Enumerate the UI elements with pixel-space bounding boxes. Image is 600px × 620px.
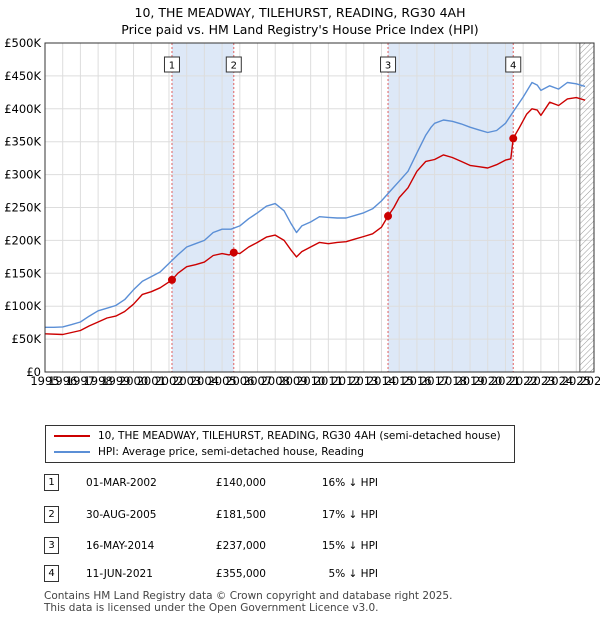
legend: 10, THE MEADWAY, TILEHURST, READING, RG3…: [45, 425, 515, 463]
sale-number-badge: 3: [44, 537, 59, 554]
sale-row: 1 01-MAR-2002 £140,000 16% ↓ HPI: [44, 474, 424, 492]
y-tick-label: £150K: [4, 266, 41, 280]
hpi-line: [45, 81, 586, 328]
sale-point: [167, 275, 176, 284]
x-tick-label: 2004: [190, 374, 219, 388]
x-tick-label: 2006: [225, 374, 254, 388]
x-tick-label: 2016: [402, 374, 431, 388]
sale-number-badge: 1: [44, 474, 59, 491]
sale-price: £355,000: [215, 568, 266, 580]
sale-marker-box: [380, 56, 397, 73]
y-tick-label: £400K: [4, 102, 41, 116]
x-tick-label: 1996: [48, 374, 77, 388]
y-tick-label: £450K: [4, 69, 41, 83]
sale-date: 16-MAY-2014: [86, 540, 155, 552]
x-tick-label: 2021: [491, 374, 520, 388]
sale-row: 3 16-MAY-2014 £237,000 15% ↓ HPI: [44, 537, 424, 555]
sale-date: 30-AUG-2005: [86, 509, 157, 521]
y-tick-label: £100K: [4, 299, 41, 313]
x-tick-label: 2017: [420, 374, 449, 388]
sale-number-badge: 4: [44, 565, 59, 582]
property-price-line: [44, 96, 586, 336]
sale-marker-label: 4: [510, 61, 516, 72]
price-chart: 1 2 3 4 £0 £50K £100K £150K £200K £250K £300K £350…: [4, 36, 600, 388]
x-tick-label: 2009: [278, 374, 307, 388]
y-tick-label: £300K: [4, 168, 41, 182]
sale-row: 2 30-AUG-2005 £181,500 17% ↓ HPI: [44, 506, 424, 524]
x-tick-label: 2005: [207, 374, 236, 388]
title-line-2: Price paid vs. HM Land Registry's House …: [121, 22, 479, 37]
y-tick-label: £500K: [4, 36, 41, 50]
sale-number-badge: 2: [44, 506, 59, 523]
x-tick-label: 1995: [30, 374, 59, 388]
chart-title: 10, THE MEADWAY, TILEHURST, READING, RG3…: [0, 4, 600, 38]
x-tick-label: 2007: [243, 374, 272, 388]
x-tick-label: 2014: [367, 374, 396, 388]
hatched-region: [579, 43, 594, 372]
sale-hpi-diff: 16% ↓ HPI: [321, 477, 378, 489]
x-tick-label: 2011: [314, 374, 343, 388]
x-tick-label: 1998: [83, 374, 112, 388]
legend-label-hpi: HPI: Average price, semi-detached house,…: [98, 446, 364, 458]
x-tick-label: 2020: [473, 374, 502, 388]
x-tick-label: 2024: [544, 374, 573, 388]
y-tick-label: £0: [26, 365, 41, 379]
sale-row: 4 11-JUN-2021 £355,000 5% ↓ HPI: [44, 565, 424, 583]
sale-price: £237,000: [215, 540, 266, 552]
x-tick-label: 2019: [455, 374, 484, 388]
title-line-1: 10, THE MEADWAY, TILEHURST, READING, RG3…: [134, 5, 466, 20]
x-tick-label: 2001: [137, 374, 166, 388]
x-tick-label: 2026: [579, 374, 600, 388]
x-tick-label: 2003: [172, 374, 201, 388]
x-tick-label: 2025: [562, 374, 591, 388]
sale-date: 01-MAR-2002: [86, 477, 157, 489]
x-tick-label: 2023: [526, 374, 555, 388]
sale-point: [384, 212, 393, 221]
sale-marker-box: [163, 56, 180, 73]
x-tick-label: 2015: [385, 374, 414, 388]
x-tick-label: 2018: [438, 374, 467, 388]
footer-line-1: Contains HM Land Registry data © Crown c…: [44, 590, 453, 602]
x-tick-label: 2008: [261, 374, 290, 388]
x-tick-label: 1997: [66, 374, 95, 388]
sale-marker-label: 2: [231, 61, 237, 72]
sale-marker-box: [505, 56, 522, 73]
x-tick-label: 1999: [101, 374, 130, 388]
footer-line-2: This data is licensed under the Open Gov…: [44, 602, 379, 614]
sale-hpi-diff: 15% ↓ HPI: [321, 540, 378, 552]
sale-price: £181,500: [215, 509, 266, 521]
legend-swatch-hpi: [54, 451, 90, 453]
legend-swatch-property: [54, 435, 90, 437]
footer: Contains HM Land Registry data © Crown c…: [44, 590, 452, 614]
sale-marker-label: 3: [385, 61, 391, 72]
sale-marker-label: 1: [169, 61, 175, 72]
sale-marker-box: [225, 56, 242, 73]
sale-hpi-diff: 17% ↓ HPI: [321, 509, 378, 521]
x-tick-label: 2000: [119, 374, 148, 388]
legend-label-property: 10, THE MEADWAY, TILEHURST, READING, RG3…: [98, 430, 501, 442]
x-tick-label: 2012: [331, 374, 360, 388]
y-tick-label: £350K: [4, 135, 41, 149]
y-tick-label: £50K: [12, 332, 42, 346]
x-tick-label: 2022: [509, 374, 538, 388]
sale-hpi-diff: 5% ↓ HPI: [328, 568, 378, 580]
sale-point: [509, 134, 518, 143]
sale-point: [229, 248, 238, 257]
x-tick-label: 2010: [296, 374, 325, 388]
y-tick-label: £250K: [4, 201, 41, 215]
plot-frame: [44, 42, 595, 373]
x-tick-label: 2013: [349, 374, 378, 388]
y-tick-label: £200K: [4, 233, 41, 247]
sale-price: £140,000: [215, 477, 266, 489]
x-tick-label: 2002: [154, 374, 183, 388]
sale-date: 11-JUN-2021: [86, 568, 153, 580]
